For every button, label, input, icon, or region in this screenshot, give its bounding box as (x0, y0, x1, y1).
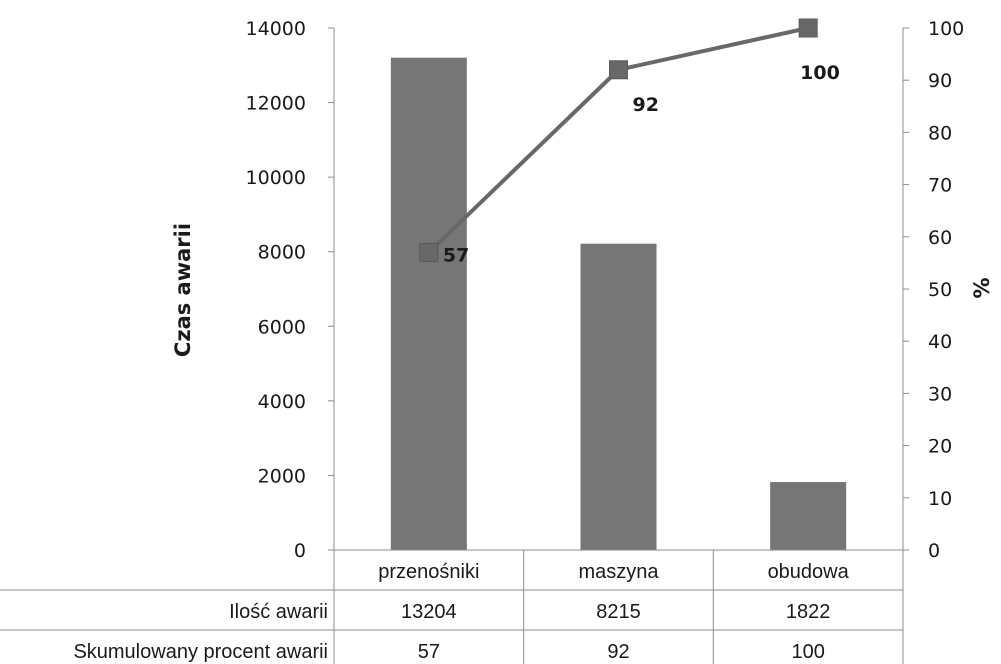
data-table: przenośniki maszyna obudowa Ilość awarii 132… (0, 549, 904, 664)
bar (390, 57, 467, 550)
y-tick-label-right: 100 (928, 18, 964, 40)
table-cell: 8215 (596, 601, 641, 623)
y-tick-label-right: 20 (928, 436, 952, 458)
y-tick-label-left: 2000 (258, 465, 306, 487)
table-cell: 57 (418, 641, 440, 663)
table-cell: 100 (791, 641, 824, 663)
y-tick-label-right: 40 (928, 331, 952, 353)
y-tick-label-right: 90 (928, 70, 952, 92)
y-tick-label-right: 80 (928, 122, 952, 144)
y-tick-label-left: 4000 (258, 391, 306, 413)
x-category-label: obudowa (768, 561, 850, 583)
y-axis-title-right: % (970, 277, 994, 298)
axes: 0 2000 4000 6000 8000 10000 12000 14000 0 10 20 30 4… (246, 18, 965, 562)
y-tick-label-right: 30 (928, 383, 952, 405)
bar (770, 482, 847, 550)
cumulative-line-series: 57 92 100 (419, 18, 840, 266)
table-row-header: Skumulowany procent awarii (73, 641, 328, 663)
bar-series (390, 57, 847, 550)
table-cell: 92 (607, 641, 629, 663)
y-tick-label-left: 8000 (258, 242, 306, 264)
bar (580, 243, 657, 550)
y-tick-label-left: 14000 (246, 18, 306, 40)
x-category-label: maszyna (578, 561, 659, 583)
x-category-label: przenośniki (378, 561, 479, 583)
y-tick-label-right: 50 (928, 279, 952, 301)
y-tick-label-right: 70 (928, 175, 952, 197)
y-tick-label-right: 60 (928, 227, 952, 249)
table-row-header: Ilość awarii (229, 601, 328, 623)
line-marker (798, 18, 818, 38)
y-tick-label-right: 0 (928, 540, 940, 562)
y-axis-title-left: Czas awarii (171, 223, 195, 357)
data-label: 57 (443, 244, 469, 266)
table-cell: 13204 (401, 601, 457, 623)
y-tick-label-right: 10 (928, 488, 952, 510)
line-marker (609, 60, 628, 80)
table-cell: 1822 (786, 601, 831, 623)
line-marker (419, 242, 439, 262)
y-tick-label-left: 0 (294, 540, 306, 562)
data-label: 100 (800, 62, 840, 84)
y-tick-label-left: 6000 (258, 316, 306, 338)
data-label: 92 (633, 94, 659, 116)
y-tick-label-left: 10000 (246, 167, 306, 189)
y-tick-label-left: 12000 (246, 93, 306, 115)
